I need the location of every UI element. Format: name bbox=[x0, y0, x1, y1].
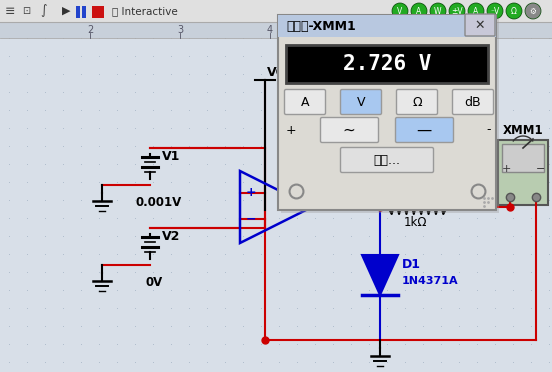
Text: 万用表-XMM1: 万用表-XMM1 bbox=[286, 19, 355, 32]
Text: −: − bbox=[246, 212, 257, 225]
FancyBboxPatch shape bbox=[341, 148, 433, 173]
Text: ⊡: ⊡ bbox=[22, 6, 30, 16]
FancyBboxPatch shape bbox=[82, 6, 86, 18]
Text: 0V: 0V bbox=[146, 276, 163, 289]
Text: ⚙: ⚙ bbox=[529, 6, 537, 16]
FancyBboxPatch shape bbox=[321, 118, 379, 142]
Text: 5: 5 bbox=[357, 25, 363, 35]
Text: ✕: ✕ bbox=[475, 19, 485, 32]
Text: R1: R1 bbox=[404, 185, 420, 198]
FancyBboxPatch shape bbox=[281, 18, 499, 213]
Text: ⁻V: ⁻V bbox=[490, 6, 500, 16]
FancyBboxPatch shape bbox=[76, 6, 80, 18]
Text: ±V: ±V bbox=[451, 6, 463, 16]
FancyBboxPatch shape bbox=[341, 90, 381, 115]
Circle shape bbox=[525, 3, 541, 19]
Text: ≡: ≡ bbox=[5, 4, 15, 17]
FancyBboxPatch shape bbox=[465, 14, 495, 36]
Text: 设置...: 设置... bbox=[374, 154, 401, 167]
Text: V: V bbox=[397, 6, 402, 16]
Text: 2: 2 bbox=[87, 25, 93, 35]
Text: VCC: VCC bbox=[267, 65, 295, 78]
Circle shape bbox=[430, 3, 446, 19]
Text: A: A bbox=[416, 6, 422, 16]
FancyBboxPatch shape bbox=[92, 6, 104, 18]
Circle shape bbox=[449, 3, 465, 19]
Text: ▶: ▶ bbox=[62, 6, 71, 16]
FancyBboxPatch shape bbox=[498, 140, 548, 205]
FancyBboxPatch shape bbox=[396, 90, 438, 115]
Circle shape bbox=[468, 3, 484, 19]
FancyBboxPatch shape bbox=[395, 118, 454, 142]
Text: +: + bbox=[246, 186, 257, 199]
FancyBboxPatch shape bbox=[453, 90, 493, 115]
Text: V: V bbox=[357, 96, 365, 109]
Text: 6: 6 bbox=[447, 25, 453, 35]
FancyBboxPatch shape bbox=[0, 0, 552, 22]
Text: V1: V1 bbox=[162, 150, 181, 163]
Text: 0.001V: 0.001V bbox=[136, 196, 182, 209]
Polygon shape bbox=[362, 255, 398, 295]
Text: 1kΩ: 1kΩ bbox=[404, 217, 427, 230]
FancyBboxPatch shape bbox=[278, 15, 496, 210]
Text: −: − bbox=[536, 164, 545, 174]
Text: 3: 3 bbox=[177, 25, 183, 35]
FancyBboxPatch shape bbox=[286, 45, 488, 83]
Text: XMM1: XMM1 bbox=[503, 124, 543, 137]
Text: A: A bbox=[301, 96, 309, 109]
Text: V2: V2 bbox=[162, 230, 181, 243]
Text: Ω: Ω bbox=[412, 96, 422, 109]
Text: 🔧 Interactive: 🔧 Interactive bbox=[112, 6, 178, 16]
Text: +: + bbox=[502, 164, 511, 174]
Circle shape bbox=[487, 3, 503, 19]
Text: W: W bbox=[434, 6, 442, 16]
Text: ∫: ∫ bbox=[40, 4, 46, 17]
Text: 1N4371A: 1N4371A bbox=[402, 276, 459, 286]
Text: A: A bbox=[474, 6, 479, 16]
FancyBboxPatch shape bbox=[278, 15, 496, 37]
Text: ~: ~ bbox=[343, 122, 355, 138]
Text: -: - bbox=[486, 124, 491, 137]
FancyBboxPatch shape bbox=[502, 144, 544, 172]
Text: D1: D1 bbox=[402, 259, 421, 272]
Text: 2.726 V: 2.726 V bbox=[343, 54, 431, 74]
FancyBboxPatch shape bbox=[0, 22, 552, 38]
Circle shape bbox=[506, 3, 522, 19]
Text: +: + bbox=[286, 124, 296, 137]
Circle shape bbox=[411, 3, 427, 19]
Circle shape bbox=[392, 3, 408, 19]
FancyBboxPatch shape bbox=[284, 90, 326, 115]
Text: 4: 4 bbox=[267, 25, 273, 35]
Text: dB: dB bbox=[465, 96, 481, 109]
Text: Ω: Ω bbox=[511, 6, 517, 16]
Text: —: — bbox=[416, 122, 432, 138]
